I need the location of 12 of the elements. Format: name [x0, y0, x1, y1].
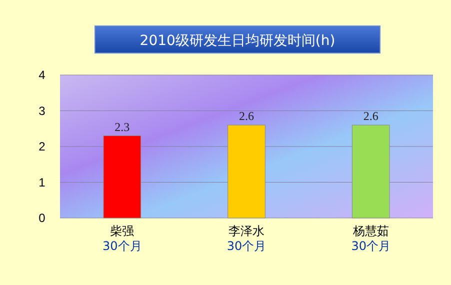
data-label: 2.6 [239, 109, 254, 124]
x-tick-label: 李泽水 30个月 [226, 224, 266, 253]
y-tick-label: 2 [38, 140, 46, 154]
data-label: 2.3 [114, 120, 130, 134]
y-tick-label: 1 [38, 175, 46, 190]
x-tick-label: 杨慧茹 30个月 [351, 224, 390, 253]
data-label: 2.6 [363, 109, 378, 124]
chart-title: 2010级研发生日均研发时间(h) [140, 32, 336, 49]
y-tick-label: 3 [38, 104, 46, 118]
y-tick-label: 4 [38, 68, 46, 82]
x-tick-label: 柴强 30个月 [102, 224, 142, 253]
y-tick-label: 0 [38, 211, 46, 226]
